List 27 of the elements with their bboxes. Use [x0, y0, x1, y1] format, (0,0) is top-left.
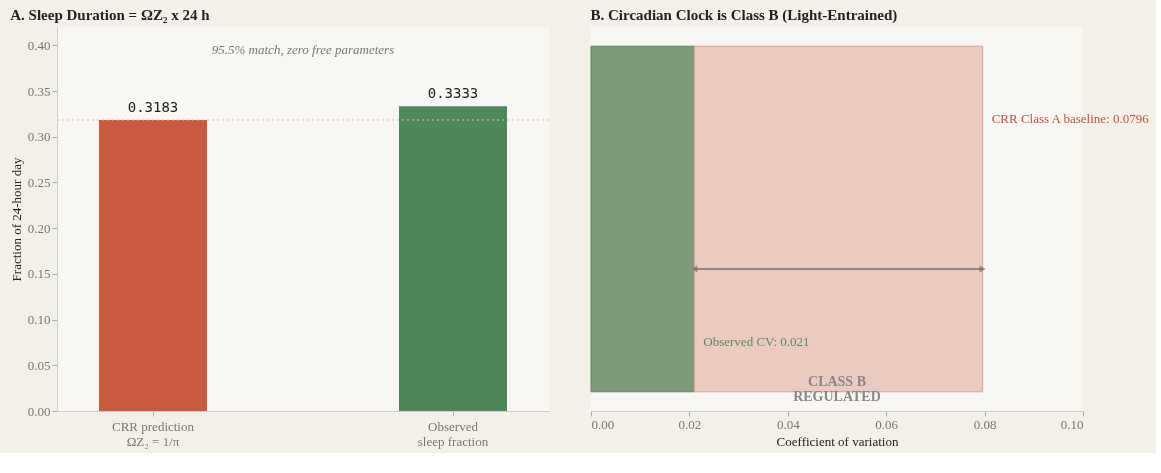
- y-tick-label: 0.00: [27, 403, 51, 419]
- x-tick-label: 0.10: [1060, 416, 1084, 432]
- annotation: CRR Class A baseline: 0.0796: [991, 111, 1150, 127]
- y-axis-title: Fraction of 24-hour day: [8, 157, 24, 282]
- y-tick-label: 0.15: [27, 266, 51, 282]
- data-label: 0.3333: [427, 85, 479, 102]
- x-tick-label: 0.02: [678, 416, 702, 432]
- x-axis-title: Coefficient of variation: [776, 433, 899, 449]
- x-tick-label: 0.06: [875, 416, 899, 432]
- chart-title: A. Sleep Duration = ΩZ₂ x 24 h: [10, 7, 211, 23]
- chart-title: B. Circadian Clock is Class B (Light-Entrained): [590, 7, 898, 24]
- y-tick-label: 0.35: [27, 83, 51, 99]
- y-tick-label: 0.10: [27, 312, 51, 328]
- annotation: CLASS B REGULATED: [793, 374, 881, 405]
- y-tick-label: 0.20: [27, 220, 51, 236]
- x-tick-label: 0.04: [776, 416, 801, 432]
- x-tick-label: 0.08: [973, 416, 997, 432]
- annotation: 95.5% match, zero free parameters: [211, 42, 395, 58]
- x-tick-label: CRR prediction ΩZ₂ = 1/π: [112, 418, 195, 449]
- x-tick-label: 0.00: [591, 416, 615, 432]
- data-label: 0.3183: [127, 98, 179, 115]
- y-tick-label: 0.30: [27, 129, 51, 145]
- y-tick-label: 0.05: [27, 357, 51, 373]
- annotation: Observed CV: 0.021: [703, 333, 810, 349]
- y-tick-label: 0.25: [27, 174, 51, 190]
- y-tick-label: 0.40: [27, 37, 51, 53]
- x-tick-label: Observed sleep fraction: [417, 418, 489, 449]
